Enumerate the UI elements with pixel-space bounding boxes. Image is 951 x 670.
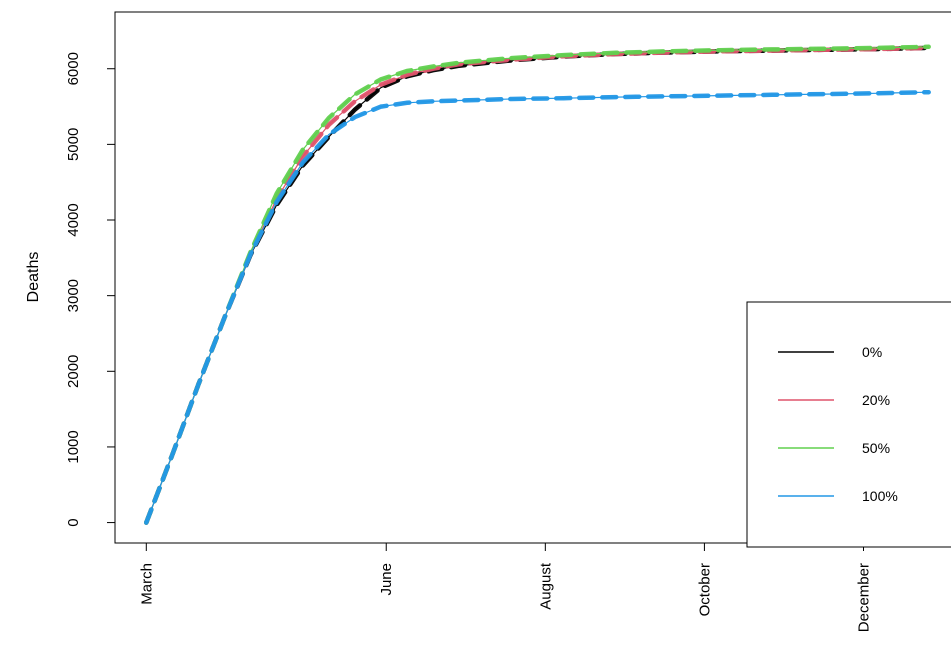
y-tick-label-0: 0: [65, 518, 82, 526]
plot-frame: [114, 11, 951, 544]
y-tick-label-5: 5000: [65, 128, 82, 161]
series-100pct: [144, 89, 931, 525]
legend-box: [746, 301, 951, 548]
y-tick-label-3: 3000: [65, 279, 82, 312]
legend-label-1: 20%: [862, 392, 890, 408]
x-tick-label-1: June: [378, 563, 395, 596]
legend-label-0: 0%: [862, 344, 882, 360]
legend-label-3: 100%: [862, 488, 898, 504]
y-axis-title: Deaths: [25, 252, 42, 303]
x-tick-label-3: October: [696, 563, 713, 616]
x-tick-label-2: August: [537, 562, 554, 610]
x-tick-label-4: December: [856, 563, 873, 632]
series-layer: [144, 44, 931, 525]
y-tick-label-2: 2000: [65, 355, 82, 388]
y-axis: 0 1000 2000 3000 4000 5000 6000: [65, 52, 115, 527]
y-tick-label-6: 6000: [65, 52, 82, 85]
x-axis: March June August October December: [138, 543, 873, 632]
x-tick-label-0: March: [138, 563, 155, 605]
series-dashes-3: [144, 89, 931, 525]
y-tick-label-1: 1000: [65, 430, 82, 463]
y-tick-label-4: 4000: [65, 203, 82, 236]
legend: 0% 20% 50% 100%: [746, 301, 951, 548]
legend-label-2: 50%: [862, 440, 890, 456]
